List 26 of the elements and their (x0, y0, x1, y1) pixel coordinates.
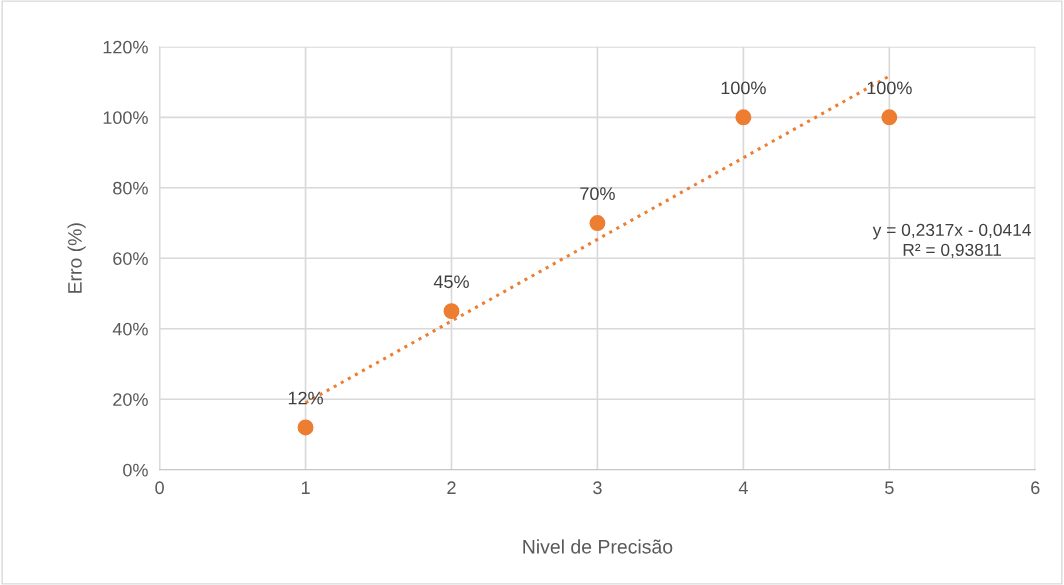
annotation: y = 0,2317x - 0,0414 R² = 0,93811 (872, 223, 1031, 259)
data-label: 70% (580, 187, 615, 201)
point (443, 303, 460, 320)
data-label: 45% (433, 275, 469, 289)
y-tick-label: 100% (103, 111, 148, 125)
data-label: 100% (867, 81, 912, 95)
data-label: 100% (721, 81, 766, 95)
point (589, 215, 606, 232)
y-tick-label: 40% (112, 322, 148, 336)
x-tick-label: 6 (1031, 481, 1040, 495)
x-axis-title: Nivel de Precisão (523, 539, 673, 554)
x-tick-label: 2 (447, 481, 456, 494)
point (735, 109, 752, 126)
y-tick-label: 20% (113, 393, 148, 406)
x-tick-label: 1 (301, 481, 310, 494)
point (881, 109, 898, 126)
y-axis-title: Erro (%) (67, 223, 86, 293)
x-tick-label: 3 (593, 481, 602, 495)
point (297, 419, 314, 436)
y-tick-label: 80% (113, 181, 148, 195)
x-tick-label: 0 (155, 481, 164, 495)
x-tick-label: 4 (738, 481, 748, 494)
x-tick-label: 5 (885, 481, 894, 495)
y-tick-label: 120% (103, 40, 148, 54)
y-tick-label: 0% (123, 463, 148, 477)
y-tick-label: 60% (113, 252, 148, 265)
